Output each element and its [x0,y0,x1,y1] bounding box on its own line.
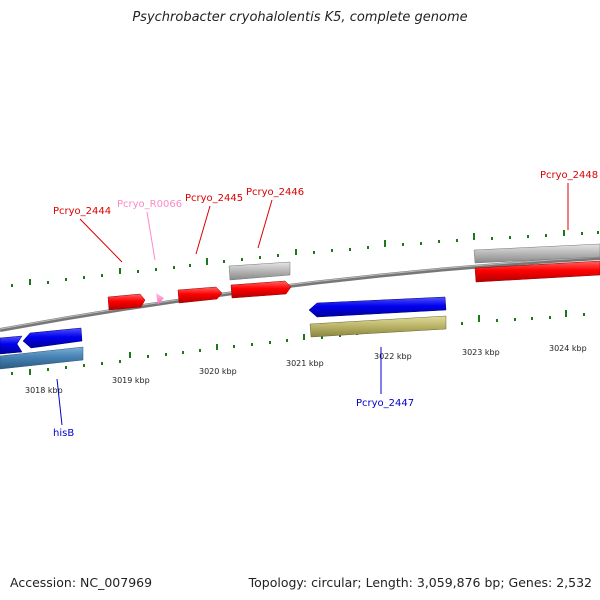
gene-label-pcryo-2444[interactable]: Pcryo_2444 [53,206,111,217]
scale-label-3021: 3021 kbp [286,359,324,368]
gene-label-pcryo-r0066[interactable]: Pcryo_R0066 [117,199,182,210]
leader-lines [56,183,569,426]
genome-backbone [0,256,600,332]
accession-label: Accession: NC_007969 [10,575,153,590]
gene-label-hisb[interactable]: hisB [53,428,74,439]
gene-label-pcryo-2447[interactable]: Pcryo_2447 [356,398,414,409]
genome-summary: Topology: circular; Length: 3,059,876 bp… [248,575,592,590]
gene-label-pcryo-2445[interactable]: Pcryo_2445 [185,193,243,204]
gene-feature-pcryo-2448[interactable] [474,260,600,283]
map-title: Psychrobacter cryohalolentis K5, complet… [132,10,468,25]
gene-feature-pcryo-2446[interactable] [230,280,292,299]
outer-tick-row [11,230,599,287]
gene-feature-pcryo-2446-upper[interactable] [228,261,291,281]
scale-label-3018: 3018 kbp [25,386,63,395]
gene-feature-pcryo-2447[interactable] [308,296,447,318]
scale-label-3024: 3024 kbp [549,344,587,353]
scale-label-3023: 3023 kbp [462,348,500,357]
gene-label-pcryo-2448[interactable]: Pcryo_2448 [540,170,598,181]
gene-feature-pcryo-2444[interactable] [107,293,146,311]
gene-feature-pcryo-2445[interactable] [177,286,223,304]
gene-feature-hisb[interactable] [0,346,84,370]
gene-feature-blue-2[interactable] [22,327,83,349]
gene-feature-pcryo-2448-upper[interactable] [473,243,600,264]
genome-backbone-highlight [0,256,600,330]
gene-label-pcryo-2446[interactable]: Pcryo_2446 [246,187,304,198]
scale-label-3022: 3022 kbp [374,352,412,361]
scale-label-3019: 3019 kbp [112,376,150,385]
gene-feature-pcryo-r0066[interactable] [156,293,164,305]
gene-feature-left-blue[interactable] [0,335,23,355]
scale-label-3020: 3020 kbp [199,367,237,376]
gene-feature-pcryo-2447-lower[interactable] [309,315,447,338]
